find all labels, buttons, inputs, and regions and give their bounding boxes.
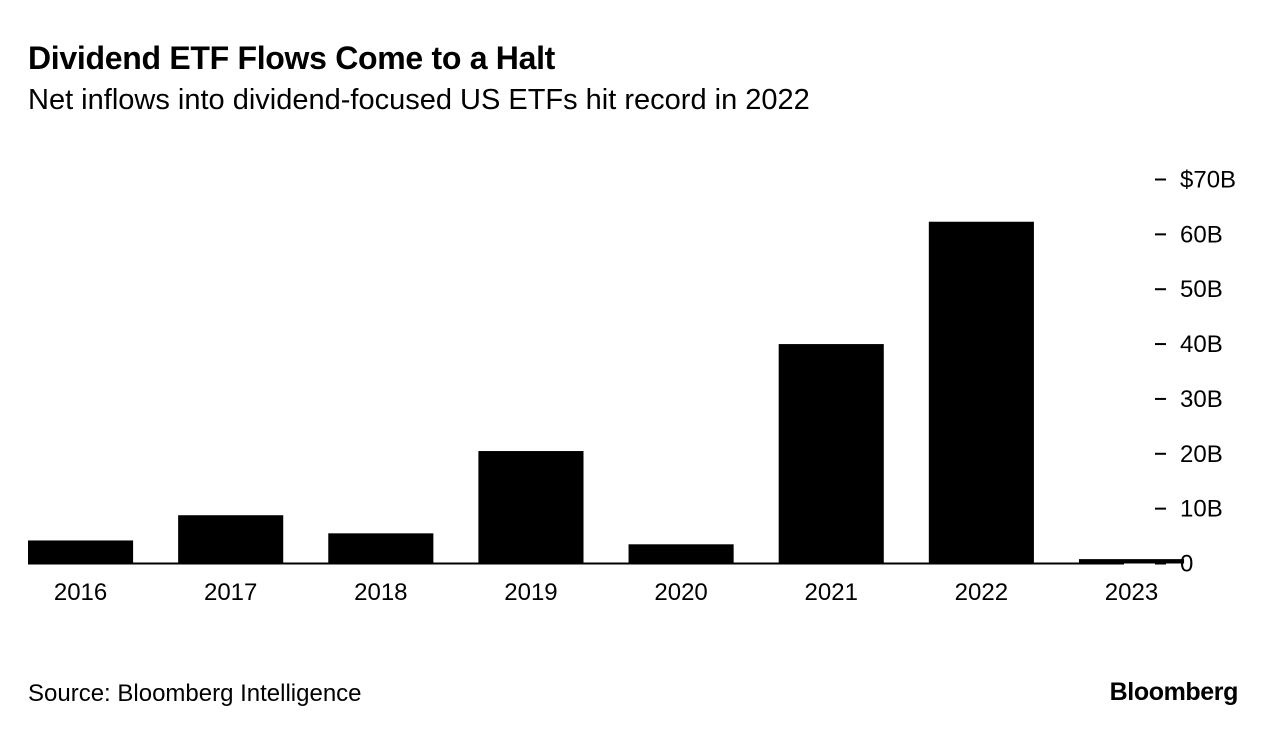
bar-2017 [178, 515, 284, 564]
x-tick-label-2020: 2020 [654, 579, 707, 606]
bar-2023 [1078, 559, 1185, 564]
x-axis-labels: 2016 2017 2018 2019 2020 2021 2022 2023 [54, 579, 1158, 606]
y-tick-label: 0 [1180, 551, 1193, 578]
bar-2016 [28, 540, 134, 564]
source-note: Source: Bloomberg Intelligence [28, 680, 362, 707]
y-tick-label: 30B [1180, 386, 1223, 413]
y-axis: 0 10B 20B 30B 40B 50B 60B $70B [1155, 167, 1236, 578]
x-tick-label-2021: 2021 [805, 579, 858, 606]
x-tick-label-2016: 2016 [54, 579, 107, 606]
bar-chart: 2016 2017 2018 2019 2020 2021 2022 2023 0 10B 20B… [28, 167, 1236, 606]
x-tick-label-2019: 2019 [504, 579, 557, 606]
x-tick-label-2022: 2022 [955, 579, 1008, 606]
bars-group [28, 221, 1185, 564]
bar-2021 [778, 344, 884, 564]
y-tick-label: 20B [1180, 441, 1223, 468]
y-tick-label: 40B [1180, 331, 1223, 358]
x-tick-label-2018: 2018 [354, 579, 407, 606]
y-tick-label: 60B [1180, 221, 1223, 248]
chart-title: Dividend ETF Flows Come to a Halt [28, 40, 556, 76]
y-tick-label: 10B [1180, 496, 1223, 523]
bar-2020 [628, 544, 734, 564]
y-tick-label: $70B [1180, 167, 1236, 194]
bar-2019 [478, 451, 584, 564]
chart-subtitle: Net inflows into dividend-focused US ETF… [28, 84, 810, 116]
x-tick-label-2023: 2023 [1105, 579, 1158, 606]
x-tick-label-2017: 2017 [204, 579, 257, 606]
bar-2018 [328, 533, 434, 564]
bar-2022 [928, 221, 1034, 564]
y-tick-label: 50B [1180, 276, 1223, 303]
bloomberg-logo: Bloomberg [1109, 678, 1239, 706]
